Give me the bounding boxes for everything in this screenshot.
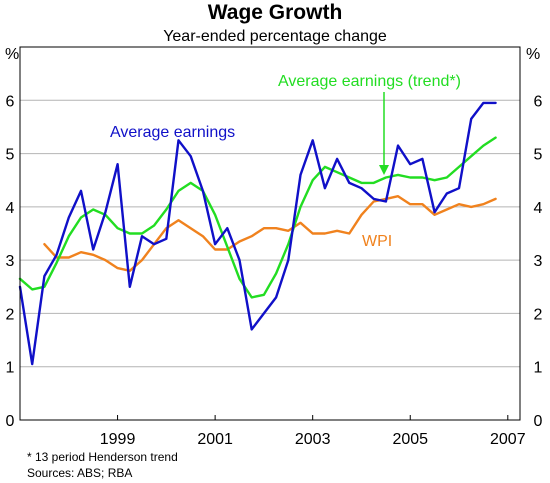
y-tick-left: 1 [6, 360, 15, 377]
trend-pointer-arrow [379, 92, 389, 175]
x-tick-label: 2003 [295, 431, 331, 448]
annotation-average-earnings-trend: Average earnings (trend*) [278, 73, 461, 90]
y-tick-right: 4 [534, 200, 543, 217]
plot-frame [19, 46, 521, 421]
annotation-wpi: WPI [362, 233, 392, 250]
y-tick-left: 4 [6, 200, 15, 217]
y-tick-left: 3 [6, 253, 15, 270]
footnote: * 13 period Henderson trend [27, 450, 178, 464]
x-tick-label: 1999 [100, 431, 136, 448]
y-tick-right: 6 [534, 93, 543, 110]
series-line-0 [18, 101, 497, 366]
y-tick-right: 2 [534, 306, 543, 323]
y-tick-right: 1 [534, 360, 543, 377]
series-line-2 [43, 194, 497, 272]
y-tick-right: 0 [534, 413, 543, 430]
y-tick-labels-right: 0 1 2 3 4 5 6 [534, 93, 543, 430]
y-tick-labels-left: 0 1 2 3 4 5 6 [6, 93, 15, 430]
y-tick-left: 2 [6, 306, 15, 323]
y-tick-left: 6 [6, 93, 15, 110]
annotation-average-earnings: Average earnings [110, 124, 235, 141]
y-tick-left: 5 [6, 147, 15, 164]
y-unit-right: % [526, 46, 540, 63]
x-tick-labels: 1999 2001 2003 2005 2007 [100, 415, 526, 448]
series-line-1 [18, 136, 497, 299]
y-tick-right: 3 [534, 253, 543, 270]
gridlines [20, 99, 520, 368]
x-tick-label: 2007 [490, 431, 526, 448]
y-unit-left: % [5, 46, 19, 63]
x-tick-label: 2001 [197, 431, 233, 448]
x-tick-label: 2005 [392, 431, 428, 448]
y-tick-right: 5 [534, 147, 543, 164]
sources-note: Sources: ABS; RBA [27, 466, 132, 480]
series-lines [18, 101, 497, 366]
chart-subtitle: Year-ended percentage change [163, 28, 387, 45]
chart-title: Wage Growth [208, 1, 343, 24]
y-tick-left: 0 [6, 413, 15, 430]
